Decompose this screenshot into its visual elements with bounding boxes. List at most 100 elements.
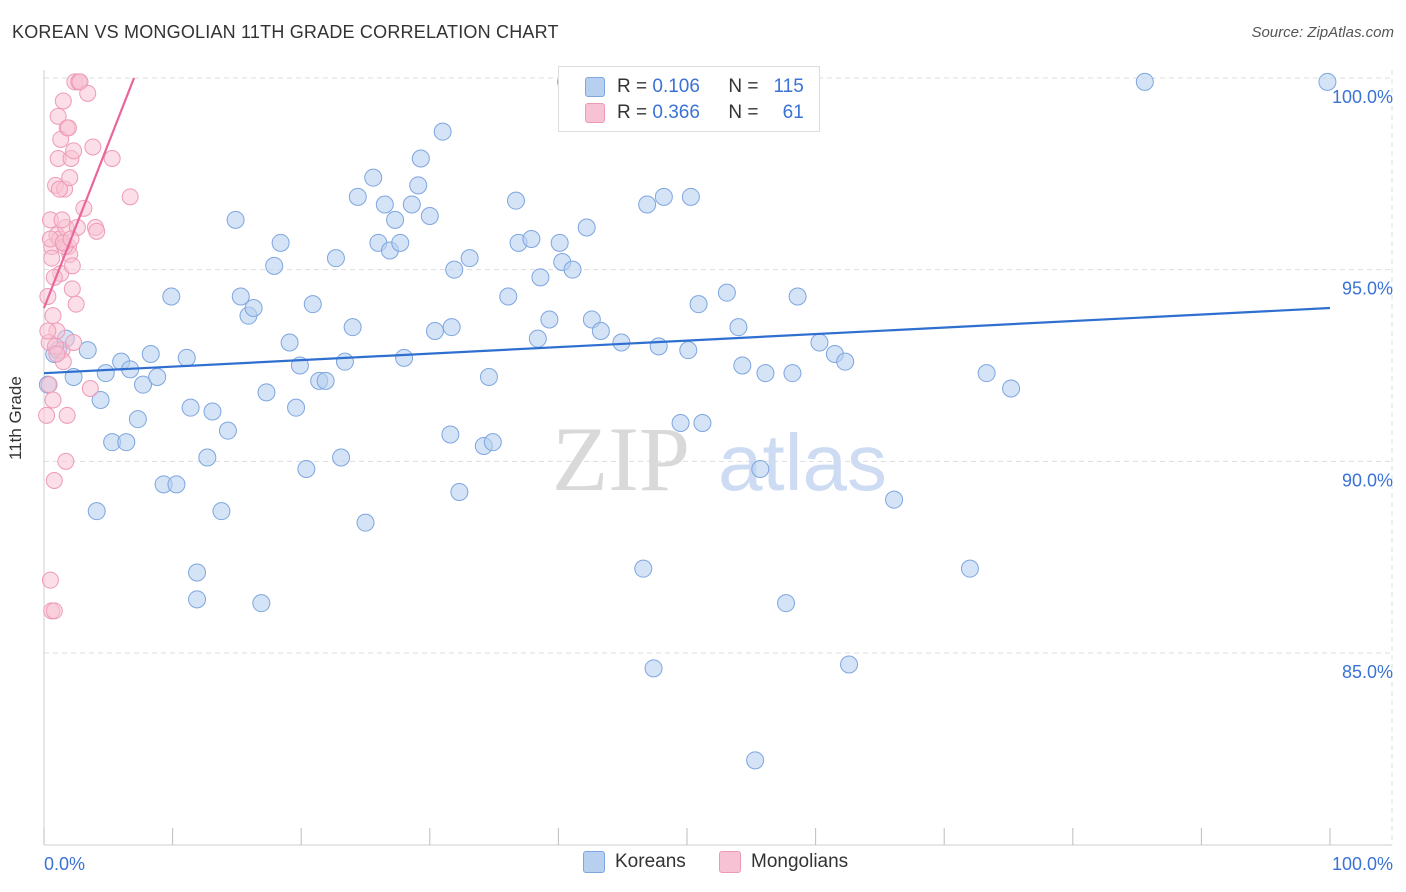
korean-point [78, 341, 97, 360]
mongolian-n-label: N = [728, 102, 759, 123]
korean-point [303, 295, 322, 314]
korean-point [212, 502, 231, 521]
mongolian-point [50, 180, 68, 198]
koreans-legend-label: Koreans [615, 851, 686, 872]
korean-point [162, 287, 181, 306]
korean-point [244, 299, 263, 317]
korean-point [528, 329, 547, 348]
korean-point [231, 287, 250, 306]
mongolian-point [88, 222, 106, 240]
korean-point [550, 233, 569, 252]
mongolians-legend-label: Mongolians [751, 851, 849, 872]
korean-point [679, 341, 698, 360]
source-label: Source: ZipAtlas.com [1251, 24, 1394, 41]
korean-point [531, 268, 550, 287]
mongolian-r-value: 0.366 [652, 102, 700, 123]
korean-point [409, 176, 428, 195]
korean-point [836, 352, 855, 371]
x-tick-labels: 0.0% 100.0% [44, 854, 1393, 874]
korean-trendline [43, 306, 1331, 375]
korean-point [1002, 379, 1021, 398]
korean-point [257, 383, 276, 402]
y-tick-label: 90.0% [1342, 470, 1393, 490]
korean-point [177, 348, 196, 367]
korean-swatch [585, 77, 605, 97]
watermark: ZIP atlas [552, 408, 887, 510]
korean-point [506, 191, 525, 210]
korean-point [441, 425, 460, 444]
korean-point [316, 371, 335, 390]
korean-point [540, 310, 559, 329]
korean-point [783, 364, 802, 383]
korean-point [681, 187, 700, 206]
koreans-legend-swatch [583, 851, 605, 873]
korean-point [96, 364, 115, 383]
korean-r-label: R = [617, 76, 648, 97]
korean-point [218, 421, 237, 440]
korean-point [717, 283, 736, 302]
korean-point [445, 260, 464, 279]
korean-point [1318, 72, 1337, 91]
korean-point [960, 559, 979, 578]
mongolian-point [43, 249, 61, 267]
mongolian-point [38, 406, 56, 424]
mongolian-r-label: R = [617, 102, 648, 123]
mongolian-point [45, 602, 63, 620]
korean-point [226, 210, 245, 229]
mongolian-swatch [585, 103, 605, 123]
legend-row-koreans: R = 0.106 N = 115 [585, 75, 804, 99]
mongolian-point [44, 307, 62, 325]
korean-point [756, 364, 775, 383]
korean-point [167, 475, 186, 494]
korean-point [810, 333, 829, 352]
korean-point [128, 410, 147, 429]
mongolians-legend-swatch [719, 851, 741, 873]
mongolian-point [39, 322, 57, 340]
mongolian-point [81, 380, 99, 397]
korean-point [117, 433, 136, 452]
korean-point [364, 168, 383, 187]
korean-point [638, 195, 657, 214]
korean-point [356, 513, 375, 532]
mongolian-point [61, 169, 79, 187]
korean-point [181, 398, 200, 417]
mongolian-point [65, 334, 83, 351]
korean-point [563, 260, 582, 279]
mongolian-point [84, 138, 102, 156]
korean-point [644, 659, 663, 678]
korean-point [654, 187, 673, 206]
korean-point [203, 402, 222, 421]
korean-point [591, 322, 610, 340]
mongolian-point [63, 280, 81, 298]
korean-point [733, 356, 752, 375]
korean-point [788, 287, 807, 306]
mongolian-point [103, 150, 121, 167]
axes [43, 70, 1392, 846]
korean-point [483, 433, 502, 452]
korean-point [375, 195, 394, 214]
korean-point [141, 345, 160, 363]
korean-point [297, 460, 316, 478]
korean-point [671, 414, 690, 432]
x-tick-label: 100.0% [1332, 854, 1393, 874]
x-tick-label: 0.0% [44, 854, 85, 874]
korean-point [729, 318, 748, 337]
legend-item-mongolians: Mongolians [719, 851, 848, 873]
mongolian-point [121, 188, 139, 206]
korean-point [386, 210, 405, 229]
korean-point [134, 375, 153, 394]
korean-point [271, 233, 290, 252]
korean-point [522, 230, 541, 248]
korean-point [280, 333, 299, 352]
korean-n-value: 115 [773, 76, 804, 97]
y-tick-label: 95.0% [1342, 279, 1393, 299]
korean-point [402, 195, 421, 214]
korean-points [38, 72, 1337, 770]
mongolian-n-value: 61 [782, 102, 804, 123]
korean-point [287, 398, 306, 417]
korean-point [332, 448, 351, 467]
mongolian-point [48, 345, 66, 363]
watermark-atlas: atlas [718, 418, 887, 507]
korean-point [87, 502, 106, 521]
mongolian-point [44, 391, 62, 409]
